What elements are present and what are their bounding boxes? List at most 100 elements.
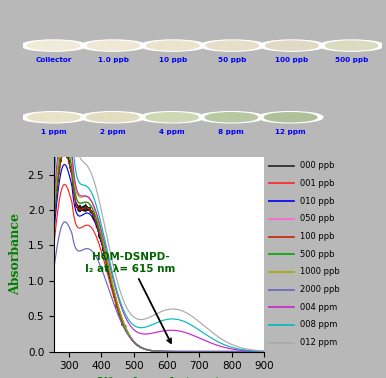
Text: 1.0 ppb: 1.0 ppb [98,57,129,63]
Ellipse shape [21,40,86,51]
Line: 100 ppb: 100 ppb [54,152,264,352]
Ellipse shape [27,113,80,122]
Ellipse shape [146,113,198,122]
001 ppb [182,349,187,354]
500 ppb [262,349,267,354]
008 ppm [182,319,187,324]
Line: 010 ppb: 010 ppb [54,164,264,352]
Text: 500 ppb: 500 ppb [300,250,334,259]
100 ppb [171,349,176,354]
100 ppb [53,201,58,206]
500 ppb [62,141,67,145]
050 ppb [53,193,58,198]
Line: 012 ppm: 012 ppm [54,33,264,351]
2000 ppb [63,220,67,224]
Text: HOM-DSNPD-
I₂ at λ= 615 nm: HOM-DSNPD- I₂ at λ= 615 nm [85,252,176,343]
Text: 1000 ppb: 1000 ppb [300,267,339,276]
2000 ppb [52,265,56,270]
008 ppm [56,122,61,127]
050 ppb [240,349,245,354]
000 ppb [146,348,151,352]
Ellipse shape [200,40,265,51]
Ellipse shape [87,113,139,122]
Text: 2 ppm: 2 ppm [100,129,126,135]
1000 ppb [262,349,267,354]
2000 ppb [146,347,151,352]
Line: 000 ppb: 000 ppb [54,148,264,352]
2000 ppb [171,349,176,354]
050 ppb [171,349,176,354]
Line: 050 ppb: 050 ppb [54,142,264,352]
500 ppb [56,167,61,172]
010 ppb [146,348,151,352]
2000 ppb [240,349,245,354]
000 ppb [62,146,66,150]
012 ppm [53,103,58,108]
Text: 10 ppb: 10 ppb [159,57,187,63]
500 ppb [52,213,56,218]
1000 ppb [52,206,56,211]
Line: 500 ppb: 500 ppb [54,143,264,352]
010 ppb [62,162,67,167]
500 ppb [146,348,151,352]
000 ppb [262,349,267,354]
Text: 000 ppb: 000 ppb [300,161,334,170]
012 ppm [146,316,151,320]
Text: 100 ppb: 100 ppb [300,232,334,241]
Ellipse shape [206,41,259,50]
000 ppb [53,201,58,206]
012 ppm [61,31,66,35]
Ellipse shape [140,112,205,123]
012 ppm [56,64,61,68]
004 ppm [62,119,66,124]
001 ppb [240,349,245,354]
Line: 1000 ppb: 1000 ppb [54,132,264,352]
Line: 004 ppm: 004 ppm [54,121,264,352]
010 ppb [262,349,267,354]
Text: 8 ppm: 8 ppm [218,129,244,135]
1000 ppb [146,348,151,352]
2000 ppb [262,349,267,354]
Text: Collector: Collector [36,57,72,63]
100 ppb [62,150,67,155]
Ellipse shape [199,112,264,123]
004 ppm [171,328,176,333]
004 ppm [52,196,56,201]
001 ppb [262,349,267,354]
Ellipse shape [319,40,384,51]
010 ppb [182,349,187,354]
Text: 001 ppb: 001 ppb [300,179,334,188]
1000 ppb [182,349,187,354]
050 ppb [182,349,187,354]
Text: 4 ppm: 4 ppm [159,129,185,135]
Line: 008 ppm: 008 ppm [54,96,264,351]
Ellipse shape [205,113,257,122]
012 ppm [171,307,176,311]
100 ppb [240,349,245,354]
010 ppb [56,186,61,191]
001 ppb [171,349,176,354]
500 ppb [182,349,187,354]
001 ppb [56,204,61,208]
Ellipse shape [258,112,323,123]
Line: 2000 ppb: 2000 ppb [54,222,264,352]
Text: 012 ppm: 012 ppm [300,338,337,347]
Text: 12 ppm: 12 ppm [275,129,306,135]
1000 ppb [240,349,245,354]
Ellipse shape [260,40,324,51]
500 ppb [240,349,245,354]
2000 ppb [53,254,58,258]
001 ppb [52,241,56,246]
X-axis label: Wavelength (nm.): Wavelength (nm.) [97,377,222,378]
Ellipse shape [264,113,317,122]
000 ppb [171,349,176,354]
Ellipse shape [21,112,86,123]
000 ppb [240,349,245,354]
010 ppb [171,349,176,354]
2000 ppb [56,237,61,242]
004 ppm [53,176,58,180]
010 ppb [52,228,56,232]
Text: 2000 ppb: 2000 ppb [300,285,339,294]
100 ppb [52,220,56,224]
Ellipse shape [141,40,205,51]
